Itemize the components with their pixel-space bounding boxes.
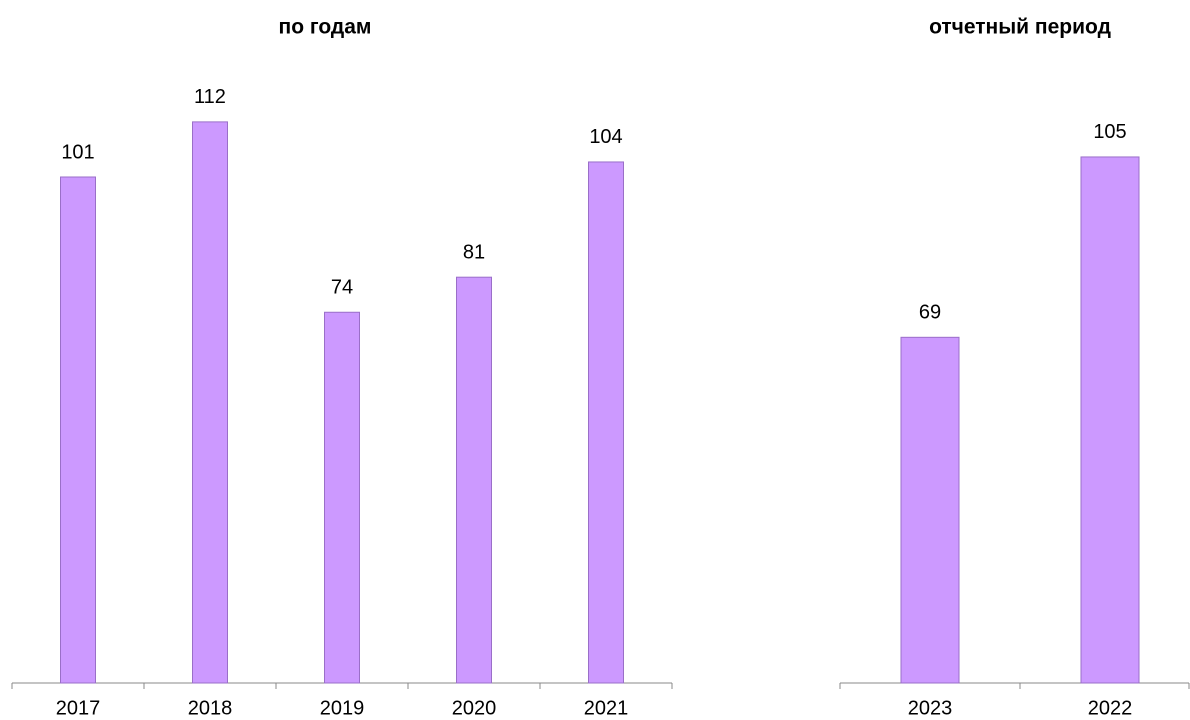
bar bbox=[1080, 156, 1140, 684]
x-tick-label: 2019 bbox=[320, 697, 365, 719]
value-label: 81 bbox=[463, 241, 485, 263]
bar bbox=[192, 121, 228, 684]
x-tick-label: 2017 bbox=[56, 697, 101, 719]
x-tick-label: 2023 bbox=[908, 697, 953, 719]
bar bbox=[60, 176, 96, 684]
bar bbox=[900, 336, 960, 684]
value-label: 69 bbox=[919, 302, 941, 324]
value-label: 104 bbox=[589, 126, 622, 148]
value-label: 112 bbox=[194, 86, 226, 108]
bar bbox=[324, 311, 360, 684]
chart-title: по годам bbox=[279, 16, 372, 39]
x-tick-label: 2018 bbox=[188, 697, 233, 719]
value-label: 74 bbox=[331, 277, 353, 299]
bar bbox=[456, 276, 492, 684]
bar bbox=[588, 161, 624, 684]
value-label: 101 bbox=[61, 141, 94, 163]
value-label: 105 bbox=[1093, 121, 1126, 143]
x-tick-label: 2021 bbox=[584, 697, 629, 719]
x-tick-label: 2020 bbox=[452, 697, 497, 719]
x-tick-label: 2022 bbox=[1088, 697, 1133, 719]
chart-title: отчетный период bbox=[929, 16, 1111, 39]
